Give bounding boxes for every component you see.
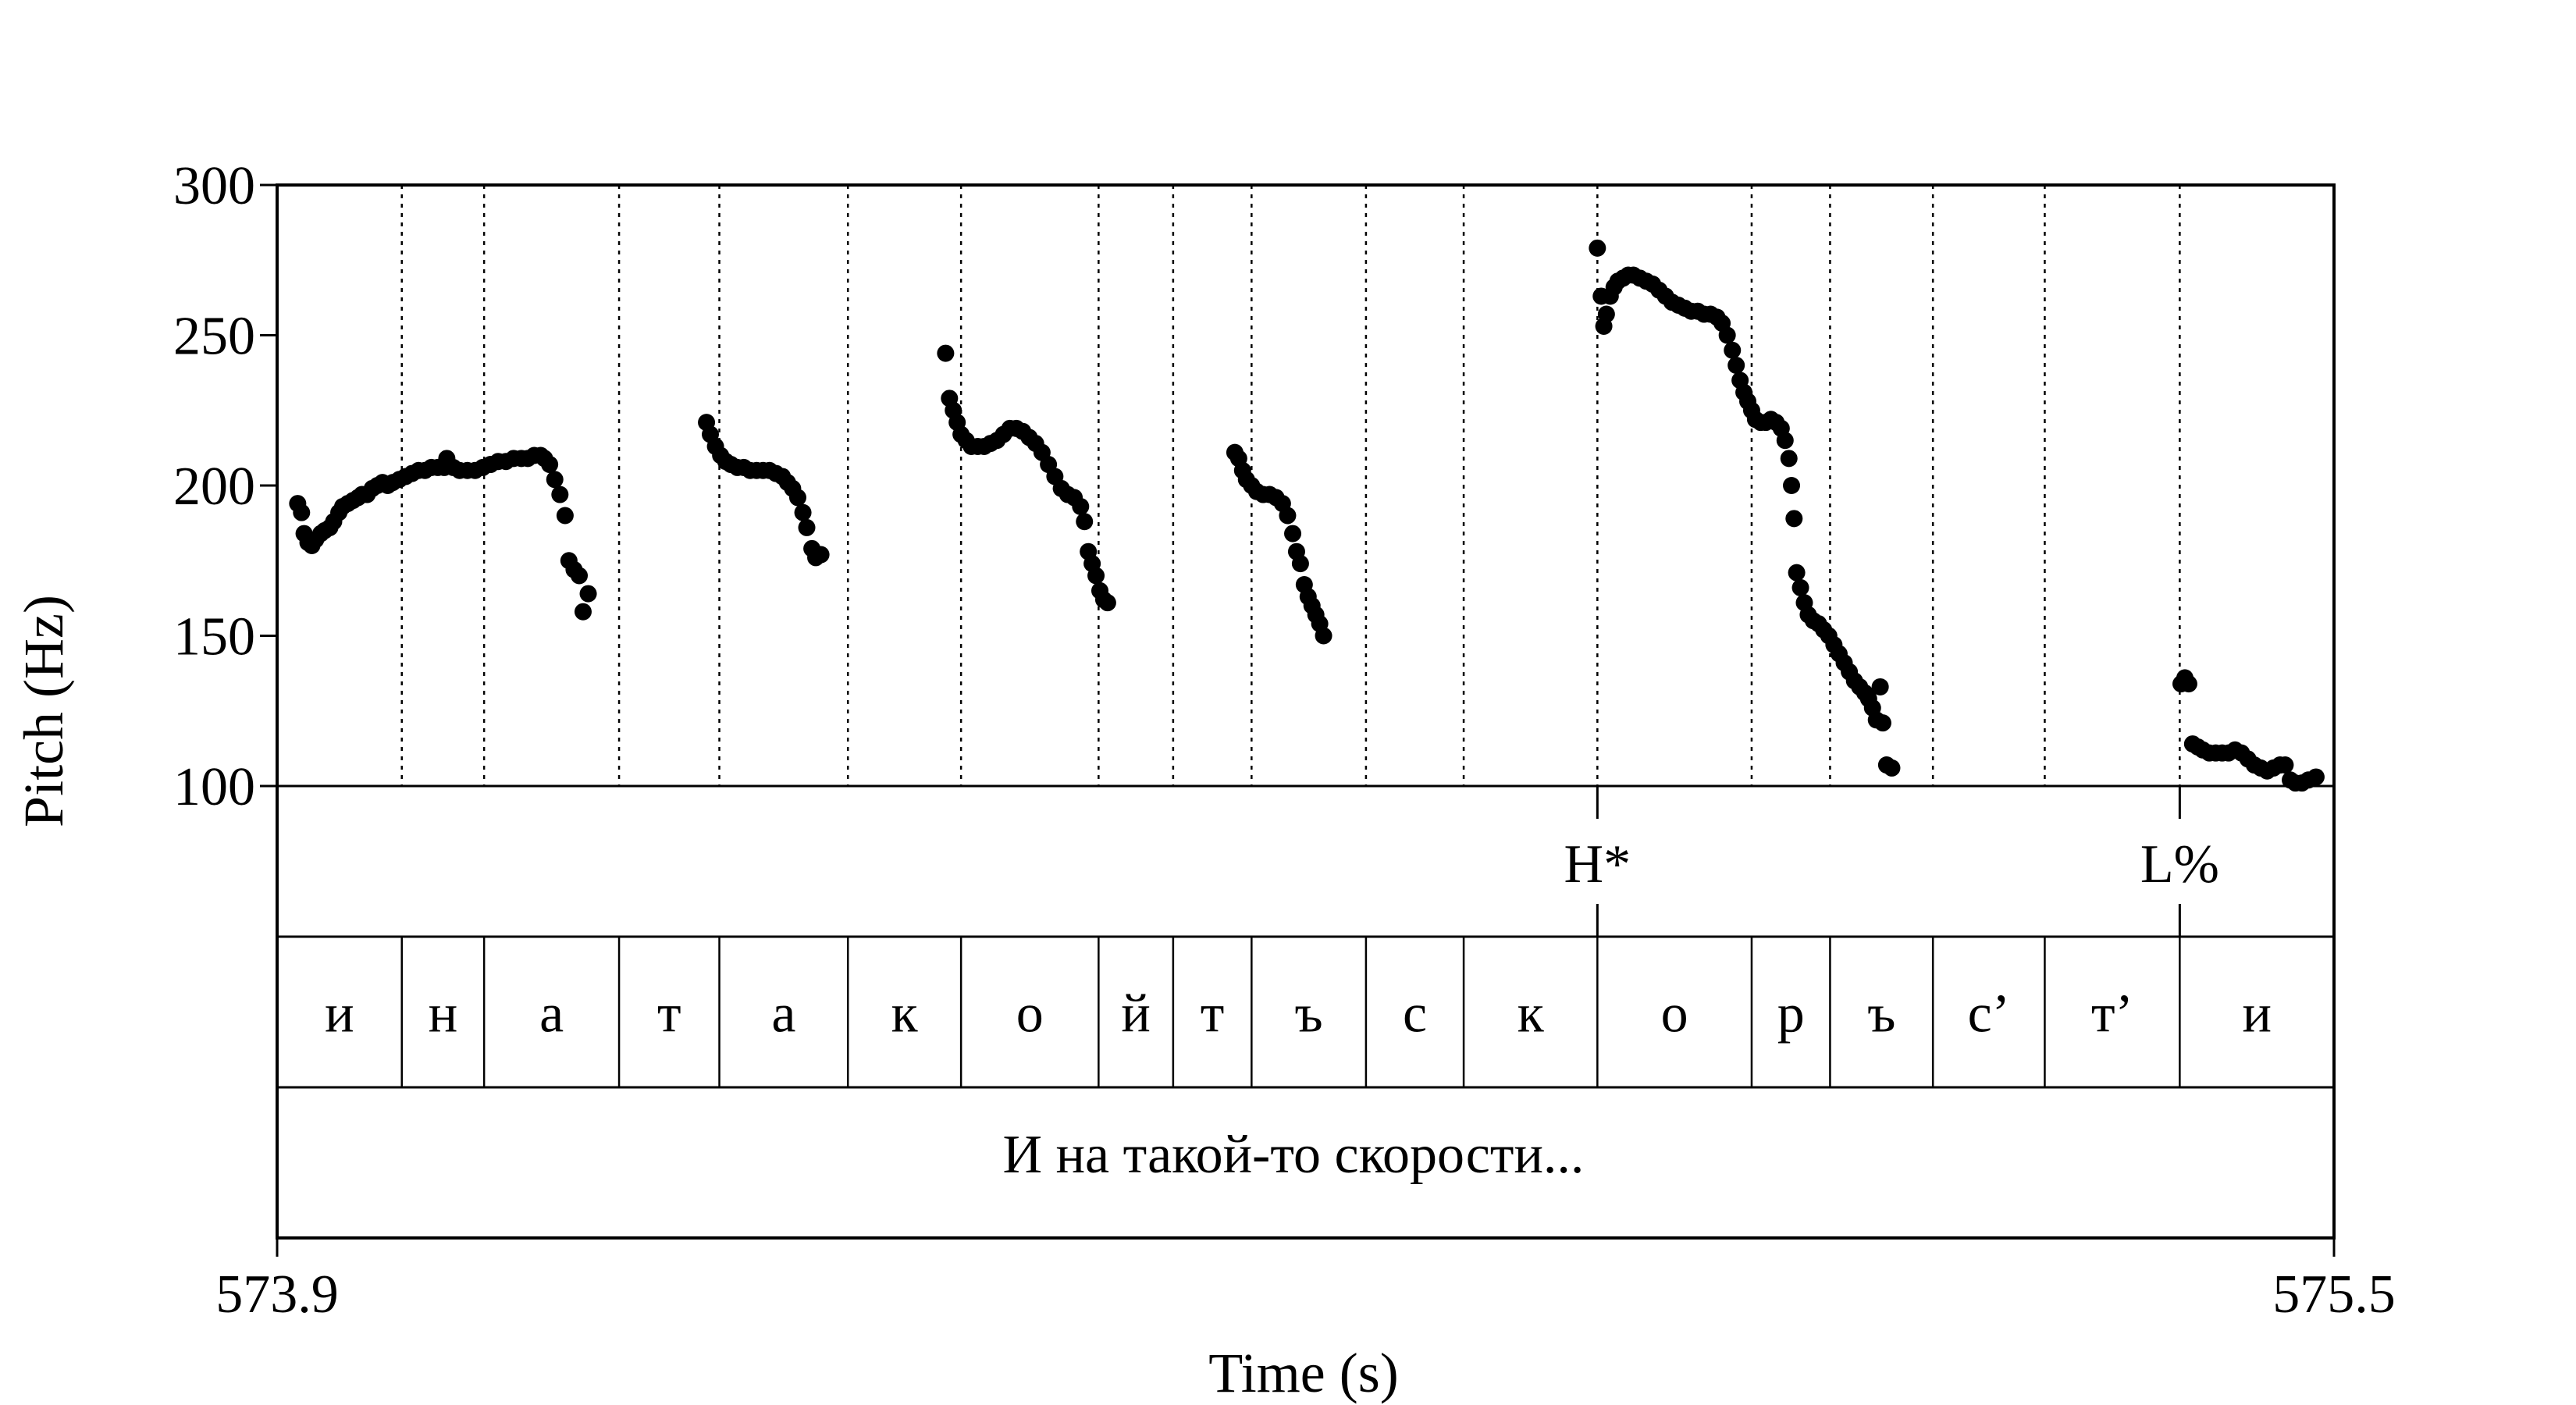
pitch-point — [1776, 432, 1794, 450]
pitch-point — [1589, 239, 1606, 257]
pitch-point — [574, 603, 592, 621]
y-tick-label: 250 — [173, 307, 255, 367]
segment-label: а — [539, 984, 564, 1044]
segment-label: с’ — [1968, 984, 2010, 1044]
pitch-point — [1087, 567, 1105, 585]
annotation-tiers: H* L% и н а т а к о й т ъ с к о р ъ с’ т’ и И на такой-то … — [325, 786, 2272, 1185]
x-tick-label: 573.9 — [215, 1264, 339, 1325]
pitch-points — [289, 239, 2325, 792]
pitch-point — [293, 503, 311, 521]
pitch-point — [2307, 768, 2325, 786]
pitch-point — [1597, 305, 1615, 323]
y-tick-label: 200 — [173, 457, 255, 517]
y-tick-label: 300 — [173, 156, 255, 216]
segment-label: й — [1121, 984, 1150, 1044]
pitch-point — [1727, 357, 1745, 374]
x-axis-title: Time (s) — [1208, 1342, 1398, 1404]
pitch-point — [541, 456, 559, 474]
segment-label: и — [325, 984, 354, 1044]
y-tick-label: 150 — [173, 607, 255, 667]
tone-label: L% — [2140, 834, 2219, 895]
pitch-point — [1315, 627, 1332, 645]
pitch-point — [571, 567, 589, 585]
x-axis: Time (s) 573.9 575.5 — [215, 1238, 2396, 1404]
pitch-point — [1883, 759, 1901, 777]
pitch-point — [1724, 341, 1742, 359]
pitch-point — [1873, 714, 1891, 732]
pitch-point — [1291, 555, 1309, 573]
segment-label: ъ — [1295, 984, 1323, 1044]
pitch-point — [556, 507, 574, 525]
segment-boundary-lines — [400, 185, 2181, 786]
outer-frame — [276, 183, 2336, 1240]
pitch-point — [1098, 594, 1116, 612]
panel-frames — [276, 183, 2336, 1240]
segment-label: к — [891, 984, 919, 1044]
pitch-point — [798, 518, 816, 536]
pitch-point — [1783, 477, 1801, 494]
pitch-point — [551, 486, 569, 503]
segment-label: а — [771, 984, 795, 1044]
pitch-point — [788, 489, 806, 507]
segment-tier: и н а т а к о й т ъ с к о р ъ с’ т’ и — [325, 937, 2272, 1087]
pitch-point — [1780, 450, 1798, 468]
pitch-point — [579, 585, 597, 603]
pitch-point — [1791, 578, 1809, 596]
y-tick-label: 100 — [173, 757, 255, 817]
tone-label: H* — [1564, 834, 1631, 895]
segment-label: с — [1403, 984, 1427, 1044]
pitch-point — [1284, 525, 1302, 542]
pitch-point — [794, 503, 812, 521]
pitch-point — [2276, 756, 2294, 774]
segment-label: и — [2242, 984, 2271, 1044]
pitch-point — [1076, 513, 1094, 531]
segment-label: т — [657, 984, 681, 1044]
pitch-point — [1788, 564, 1806, 582]
segment-label: о — [1016, 984, 1044, 1044]
pitch-point — [937, 344, 955, 362]
pitch-point — [1871, 678, 1889, 695]
x-tick-label: 575.5 — [2272, 1264, 2396, 1325]
pitch-point — [1279, 507, 1297, 525]
segment-label: о — [1661, 984, 1688, 1044]
segment-label: т — [1201, 984, 1225, 1044]
pitch-plot-panel — [289, 185, 2325, 792]
tone-tier: H* L% — [1564, 786, 2219, 937]
pitch-point — [2179, 675, 2197, 693]
pitch-point — [1718, 326, 1736, 344]
y-axis: Pitch (Hz) 100 150 200 250 300 — [12, 156, 277, 827]
y-axis-title: Pitch (Hz) — [12, 595, 75, 827]
segment-label: р — [1777, 984, 1805, 1044]
pitch-point — [1072, 497, 1090, 515]
pitch-point — [546, 471, 564, 489]
segment-label: н — [429, 984, 457, 1044]
segment-label: ъ — [1867, 984, 1895, 1044]
segment-label: т’ — [2091, 984, 2133, 1044]
utterance-label: И на такой-то скорости... — [1003, 1125, 1585, 1185]
utterance-tier: И на такой-то скорости... — [1003, 1125, 1585, 1185]
pitch-point — [1785, 510, 1803, 528]
pitch-point — [812, 546, 830, 564]
segment-label: к — [1517, 984, 1545, 1044]
